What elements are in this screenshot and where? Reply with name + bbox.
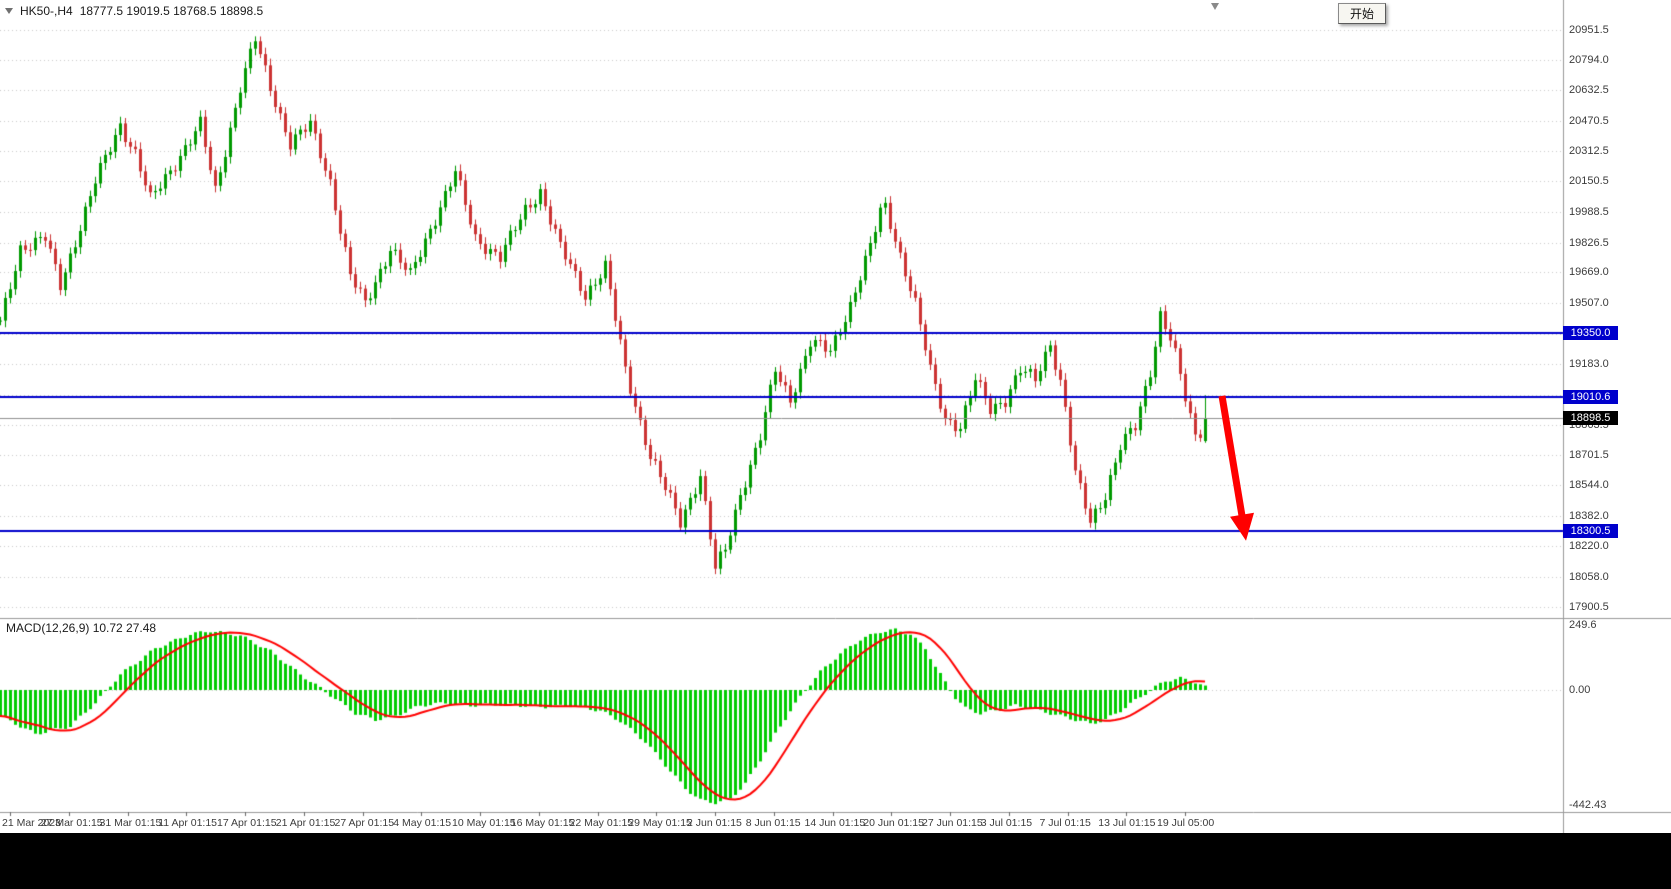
- price-axis-label: 19826.5: [1569, 236, 1609, 249]
- price-axis-label: 18701.5: [1569, 449, 1609, 462]
- price-axis-label: 19183.0: [1569, 358, 1609, 371]
- time-axis-label: 13 Jul 01:15: [1098, 817, 1156, 829]
- chart-canvas[interactable]: [0, 0, 1671, 833]
- level-price-tag: 19010.6: [1563, 389, 1618, 404]
- time-axis-label: 16 May 01:15: [510, 817, 575, 829]
- time-axis-label: 27 Apr 01:15: [334, 817, 395, 829]
- time-axis-label: 27 Jun 01:15: [922, 817, 983, 829]
- chart-shift-marker-icon: [1211, 3, 1219, 10]
- price-axis[interactable]: 20951.5 20794.0 20632.5 20470.5 20312.5 20150…: [1563, 0, 1671, 833]
- time-axis-label: 31 Mar 01:15: [99, 817, 162, 829]
- price-axis-label: 20951.5: [1569, 23, 1609, 36]
- macd-axis-label: -442.43: [1569, 798, 1607, 811]
- time-axis-label: 11 Apr 01:15: [158, 817, 218, 829]
- time-axis-label: 10 May 01:15: [452, 817, 516, 829]
- price-axis-label: 20632.5: [1569, 84, 1609, 97]
- time-axis-label: 7 Jul 01:15: [1039, 817, 1091, 829]
- bid-price-tag: 18898.5: [1563, 411, 1618, 426]
- price-axis-label: 18382.0: [1569, 509, 1609, 522]
- macd-indicator-label: MACD(12,26,9) 10.72 27.48: [6, 621, 157, 635]
- symbol-title: HK50-,H4: [20, 4, 73, 18]
- price-axis-label: 19507.0: [1569, 297, 1609, 310]
- price-axis-label: 20470.5: [1569, 114, 1609, 127]
- time-axis-label: 2 Jun 01:15: [687, 817, 742, 829]
- time-axis-label: 19 Jul 05:00: [1157, 817, 1215, 829]
- price-axis-label: 17900.5: [1569, 600, 1609, 613]
- time-axis-label: 4 May 01:15: [393, 817, 452, 829]
- time-axis-label: 21 Apr 01:15: [275, 817, 336, 829]
- bottom-strip: [0, 833, 1671, 889]
- symbol-info: HK50- HK50-,H4 18777.5 19019.5 18768.5 1…: [5, 4, 263, 18]
- time-axis-label: 27 Mar 01:15: [40, 817, 103, 829]
- price-axis-label: 19669.0: [1569, 266, 1609, 279]
- ohlc-values: 18777.5 19019.5 18768.5 18898.5: [79, 4, 264, 18]
- triangle-down-icon: [5, 8, 13, 14]
- macd-axis-label: 0.00: [1569, 683, 1591, 696]
- level-price-tag: 18300.5: [1563, 524, 1618, 539]
- level-price-tag: 19350.0: [1563, 325, 1618, 340]
- time-axis-label: 3 Jul 01:15: [980, 817, 1033, 829]
- time-axis-label: 29 May 01:15: [628, 817, 692, 829]
- time-axis-label: 17 Apr 01:15: [217, 817, 277, 829]
- time-axis-label: 21 Mar 2023: [2, 817, 61, 829]
- time-axis-label: 22 May 01:15: [569, 817, 634, 829]
- macd-axis-label: 249.6: [1569, 619, 1597, 632]
- time-axis-label: 8 Jun 01:15: [745, 817, 801, 829]
- price-axis-label: 20312.5: [1569, 144, 1609, 157]
- price-axis-label: 18220.0: [1569, 540, 1609, 553]
- time-axis-label: 14 Jun 01:15: [804, 817, 866, 829]
- time-axis[interactable]: 21 Mar 2023 27 Mar 01:15 31 Mar 01:15 11 Ap…: [0, 814, 1671, 833]
- price-axis-label: 20794.0: [1569, 53, 1609, 66]
- price-axis-label: 18544.0: [1569, 479, 1609, 492]
- time-axis-label: 20 Jun 01:15: [863, 817, 924, 829]
- price-axis-label: 18058.0: [1569, 571, 1609, 584]
- price-axis-label: 19988.5: [1569, 206, 1609, 219]
- price-axis-label: 20150.5: [1569, 175, 1609, 188]
- start-button[interactable]: 开始: [1338, 3, 1386, 24]
